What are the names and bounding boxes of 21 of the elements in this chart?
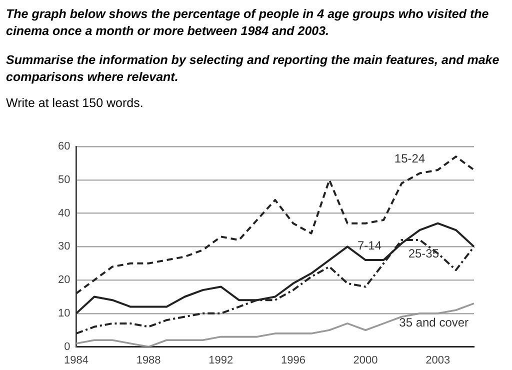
x-tick-label: 1988: [136, 354, 161, 366]
y-tick-label: 60: [58, 140, 70, 153]
series-label: 35 and cover: [399, 316, 469, 330]
x-tick-label: 2000: [353, 354, 378, 366]
chart-subtitle: Summarise the information by selecting and reporting the main features, and make comparisons where relevant.: [6, 52, 500, 86]
y-tick-label: 50: [58, 174, 70, 186]
line-series: [75, 156, 475, 294]
series-label: 7-14: [358, 238, 382, 252]
text: Write at least 150 words.: [6, 96, 144, 110]
x-tick-label: 1984: [64, 354, 88, 366]
y-tick-label: 40: [58, 207, 70, 220]
x-tick-label: 1996: [280, 354, 306, 366]
series-label: 15-24: [394, 152, 426, 166]
y-tick-label: 30: [58, 240, 70, 253]
series-label: 25-35: [408, 246, 440, 260]
y-tick-label: 0: [64, 340, 70, 353]
x-tick-label: 2003: [426, 354, 450, 366]
y-tick-label: 20: [58, 274, 70, 286]
chart-title: The graph below shows the percentage of people in 4 age groups who visited the cinema once a month or more between 1984 and 2003.: [6, 6, 490, 40]
y-tick-label: 10: [58, 307, 70, 320]
x-tick-label: 1992: [208, 354, 234, 366]
